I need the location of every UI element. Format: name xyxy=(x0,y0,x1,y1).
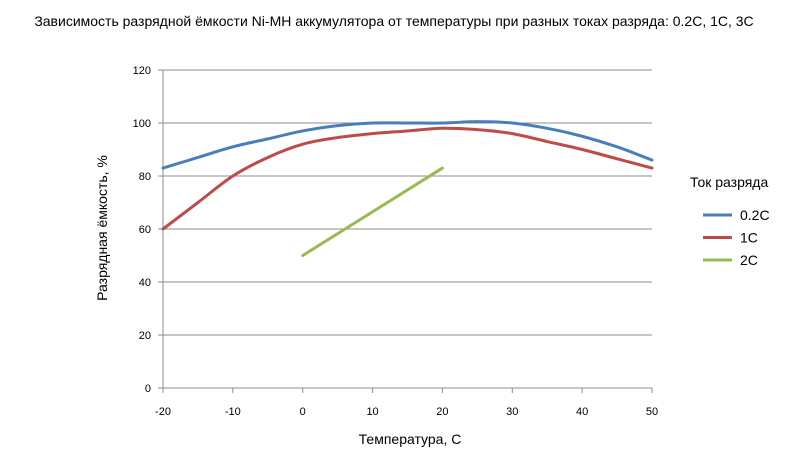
x-tick-label: 20 xyxy=(436,406,448,418)
y-axis-title: Разрядная ёмкость, % xyxy=(94,155,110,301)
x-tick-label: 0 xyxy=(300,406,306,418)
x-ticks: -20 -10 0 10 20 30 40 50 xyxy=(155,388,658,418)
y-tick-label: 100 xyxy=(133,118,151,130)
x-tick-label: 50 xyxy=(646,406,658,418)
x-tick-label: -10 xyxy=(225,406,241,418)
y-tick-label: 80 xyxy=(139,171,151,183)
x-tick-label: 30 xyxy=(506,406,518,418)
legend-label: 0.2С xyxy=(740,207,770,223)
grid xyxy=(163,69,652,336)
legend-title: Ток разряда xyxy=(690,174,768,190)
y-tick-label: 120 xyxy=(133,65,151,77)
x-tick-label: -20 xyxy=(155,406,171,418)
x-tick-label: 40 xyxy=(576,406,588,418)
y-tick-label: 60 xyxy=(139,224,151,236)
series-lines xyxy=(161,120,654,257)
legend-label: 1С xyxy=(740,230,758,246)
chart-title: Зависимость разрядной ёмкости Ni-MH акку… xyxy=(34,13,753,29)
y-ticks: 0 20 40 60 80 100 120 xyxy=(133,65,163,395)
x-tick-label: 10 xyxy=(366,406,378,418)
legend: Ток разряда 0.2С 1С 2С xyxy=(690,174,770,268)
legend-label: 2С xyxy=(740,252,758,268)
series-line-2 xyxy=(301,166,444,257)
series-line-1 xyxy=(161,126,654,231)
y-tick-label: 20 xyxy=(139,330,151,342)
y-tick-label: 0 xyxy=(145,383,151,395)
y-tick-label: 40 xyxy=(139,277,151,289)
series-line-0 xyxy=(161,120,654,170)
x-axis-title: Температура, С xyxy=(359,431,462,447)
